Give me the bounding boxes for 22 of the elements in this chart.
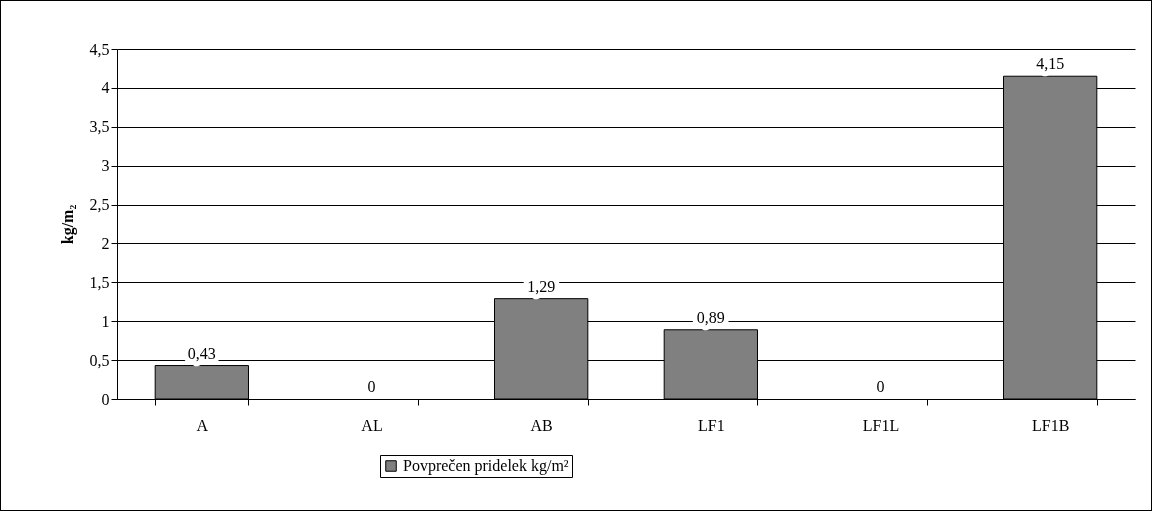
y-tick-label: 4,5 xyxy=(89,40,110,58)
data-label: 0 xyxy=(367,378,376,395)
y-tick-label: 1 xyxy=(101,312,110,330)
x-tick-label: LF1L xyxy=(862,416,900,434)
x-tick-label: LF1 xyxy=(698,416,725,434)
x-tick-label: LF1B xyxy=(1031,416,1070,434)
x-tick-label: AB xyxy=(530,416,553,434)
y-axis-title: kg/m₂ xyxy=(58,204,77,245)
y-tick-label: 4 xyxy=(101,79,110,97)
y-tick-label: 3,5 xyxy=(89,118,110,136)
y-tick-label: 3 xyxy=(101,157,110,175)
y-tick-label: 1,5 xyxy=(89,273,110,291)
data-label: 0,43 xyxy=(187,344,216,362)
x-tick-label: AL xyxy=(361,416,383,434)
data-label: 4,15 xyxy=(1036,55,1065,73)
data-label: 0 xyxy=(876,378,885,395)
y-tick-label: 0,5 xyxy=(89,351,110,369)
x-tick-label: A xyxy=(196,416,209,434)
y-tick-label: 2 xyxy=(101,234,110,252)
y-tick-label: 0 xyxy=(101,390,110,408)
y-tick-label: 2,5 xyxy=(89,196,110,214)
legend-label: Povprečen pridelek kg/m² xyxy=(403,457,569,475)
